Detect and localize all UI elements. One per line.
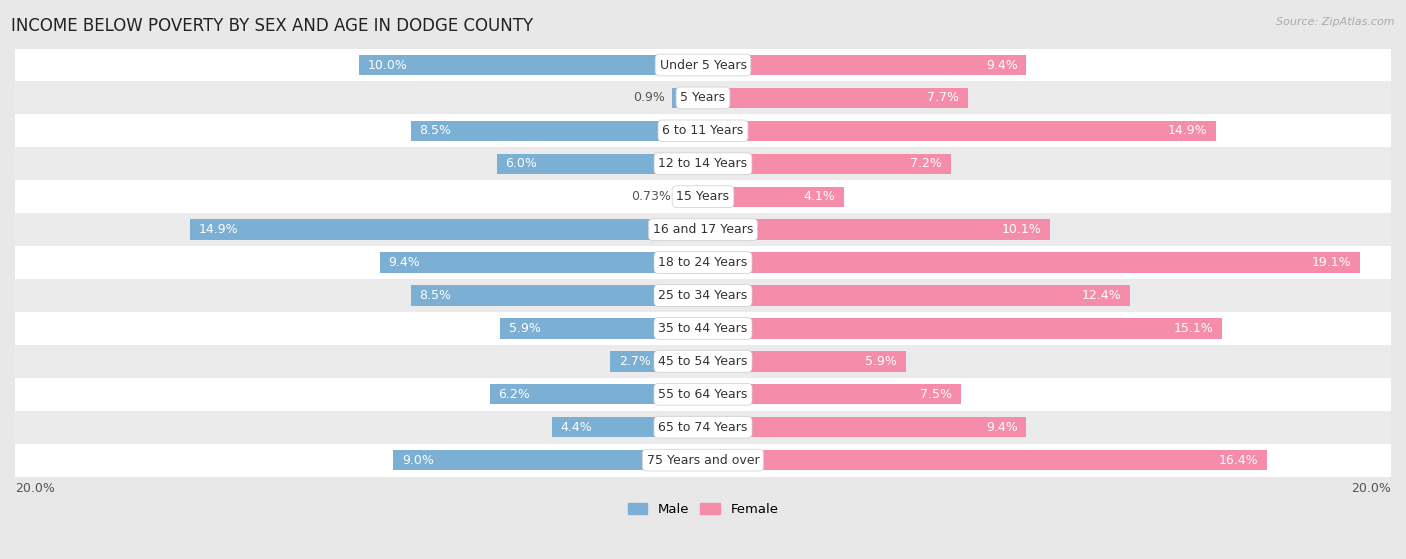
Bar — [15, 246, 1391, 279]
Text: 45 to 54 Years: 45 to 54 Years — [658, 355, 748, 368]
Text: 7.7%: 7.7% — [928, 92, 959, 105]
Text: Source: ZipAtlas.com: Source: ZipAtlas.com — [1277, 17, 1395, 27]
Text: 65 to 74 Years: 65 to 74 Years — [658, 421, 748, 434]
Bar — [703, 450, 1267, 470]
Bar — [703, 121, 1216, 141]
Text: 25 to 34 Years: 25 to 34 Years — [658, 289, 748, 302]
Bar — [703, 318, 1222, 339]
Bar — [703, 417, 1026, 437]
Bar — [703, 285, 1129, 306]
Text: 5 Years: 5 Years — [681, 92, 725, 105]
Bar — [411, 121, 703, 141]
Text: 15 Years: 15 Years — [676, 190, 730, 203]
Text: 7.2%: 7.2% — [910, 157, 942, 170]
Bar — [380, 252, 703, 273]
Text: 18 to 24 Years: 18 to 24 Years — [658, 256, 748, 269]
Bar — [15, 180, 1391, 213]
Text: 8.5%: 8.5% — [419, 289, 451, 302]
Text: 20.0%: 20.0% — [15, 481, 55, 495]
Bar — [703, 252, 1360, 273]
Text: 19.1%: 19.1% — [1312, 256, 1351, 269]
Text: 20.0%: 20.0% — [1351, 481, 1391, 495]
Text: 9.4%: 9.4% — [388, 256, 420, 269]
Bar — [672, 88, 703, 108]
Bar — [15, 213, 1391, 246]
Bar — [15, 148, 1391, 180]
Text: 7.5%: 7.5% — [921, 388, 952, 401]
Bar — [15, 49, 1391, 82]
Bar — [703, 154, 950, 174]
Bar — [15, 312, 1391, 345]
Text: INCOME BELOW POVERTY BY SEX AND AGE IN DODGE COUNTY: INCOME BELOW POVERTY BY SEX AND AGE IN D… — [11, 17, 533, 35]
Text: 9.4%: 9.4% — [986, 421, 1018, 434]
Text: 9.0%: 9.0% — [402, 453, 434, 467]
Bar — [703, 88, 967, 108]
Text: 55 to 64 Years: 55 to 64 Years — [658, 388, 748, 401]
Bar — [489, 384, 703, 405]
Bar — [411, 285, 703, 306]
Legend: Male, Female: Male, Female — [623, 498, 783, 522]
Bar — [551, 417, 703, 437]
Text: Under 5 Years: Under 5 Years — [659, 59, 747, 72]
Bar — [703, 384, 960, 405]
Bar — [496, 154, 703, 174]
Bar — [15, 378, 1391, 411]
Text: 75 Years and over: 75 Years and over — [647, 453, 759, 467]
Text: 2.7%: 2.7% — [619, 355, 651, 368]
Text: 5.9%: 5.9% — [509, 322, 540, 335]
Text: 4.1%: 4.1% — [804, 190, 835, 203]
Text: 14.9%: 14.9% — [200, 223, 239, 236]
Bar — [15, 115, 1391, 148]
Bar — [15, 444, 1391, 477]
Bar — [359, 55, 703, 75]
Text: 16.4%: 16.4% — [1219, 453, 1258, 467]
Text: 9.4%: 9.4% — [986, 59, 1018, 72]
Bar — [15, 279, 1391, 312]
Bar — [703, 220, 1050, 240]
Text: 6.2%: 6.2% — [498, 388, 530, 401]
Bar — [15, 82, 1391, 115]
Bar — [15, 411, 1391, 444]
Bar — [703, 351, 905, 372]
Text: 0.9%: 0.9% — [633, 92, 665, 105]
Text: 12.4%: 12.4% — [1081, 289, 1121, 302]
Text: 6 to 11 Years: 6 to 11 Years — [662, 124, 744, 138]
Text: 14.9%: 14.9% — [1167, 124, 1206, 138]
Bar — [394, 450, 703, 470]
Bar — [678, 187, 703, 207]
Text: 8.5%: 8.5% — [419, 124, 451, 138]
Text: 16 and 17 Years: 16 and 17 Years — [652, 223, 754, 236]
Bar — [190, 220, 703, 240]
Bar — [610, 351, 703, 372]
Text: 0.73%: 0.73% — [631, 190, 671, 203]
Text: 5.9%: 5.9% — [866, 355, 897, 368]
Bar — [703, 187, 844, 207]
Bar — [15, 345, 1391, 378]
Text: 12 to 14 Years: 12 to 14 Years — [658, 157, 748, 170]
Bar — [703, 55, 1026, 75]
Bar — [501, 318, 703, 339]
Text: 6.0%: 6.0% — [505, 157, 537, 170]
Text: 35 to 44 Years: 35 to 44 Years — [658, 322, 748, 335]
Text: 4.4%: 4.4% — [560, 421, 592, 434]
Text: 15.1%: 15.1% — [1174, 322, 1213, 335]
Text: 10.1%: 10.1% — [1002, 223, 1042, 236]
Text: 10.0%: 10.0% — [367, 59, 408, 72]
